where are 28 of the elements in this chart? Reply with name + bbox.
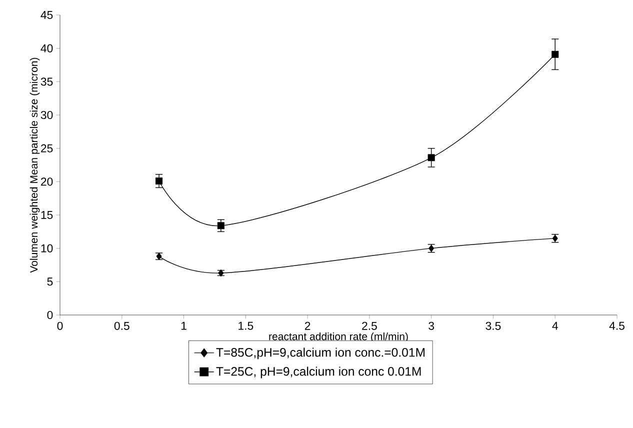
- point: [217, 222, 224, 230]
- x-tick-label: 0: [57, 322, 63, 330]
- x-tick-label: 3: [428, 322, 434, 330]
- x-tick-label: 4.5: [609, 322, 624, 330]
- x-tick-label: 1.5: [238, 322, 254, 330]
- point: [156, 177, 163, 185]
- y-tick-label: 5: [47, 278, 53, 286]
- y-tick-label: 45: [40, 11, 53, 19]
- x-axis-title: reactant addition rate (ml/min): [269, 332, 408, 342]
- legend-label: T=25C, pH=9,calcium ion conc 0.01M: [216, 366, 421, 378]
- x-tick-label: 1: [181, 322, 186, 330]
- y-tick-label: 40: [40, 44, 53, 52]
- y-tick-label: 35: [40, 78, 53, 86]
- x-tick-label: 0.5: [114, 322, 130, 330]
- x-tick-label: 4: [552, 322, 558, 330]
- y-tick-label: 15: [41, 211, 53, 219]
- y-tick-label: 20: [41, 178, 53, 186]
- point: [552, 50, 559, 58]
- point: [428, 154, 435, 162]
- y-tick-label: 30: [40, 110, 53, 120]
- y-tick-label: 10: [41, 244, 53, 252]
- y-tick-label: 25: [41, 144, 53, 152]
- x-tick-label: 2.5: [362, 322, 377, 330]
- legend-label: T=85C,pH=9,calcium ion conc.=0.01M: [216, 348, 425, 360]
- x-tick-label: 2: [304, 322, 310, 330]
- y-tick-label: 0: [47, 310, 53, 320]
- y-axis-title: Volumen weighted Mean particle size (micron): [30, 58, 40, 273]
- x-tick-label: 3.5: [486, 322, 501, 330]
